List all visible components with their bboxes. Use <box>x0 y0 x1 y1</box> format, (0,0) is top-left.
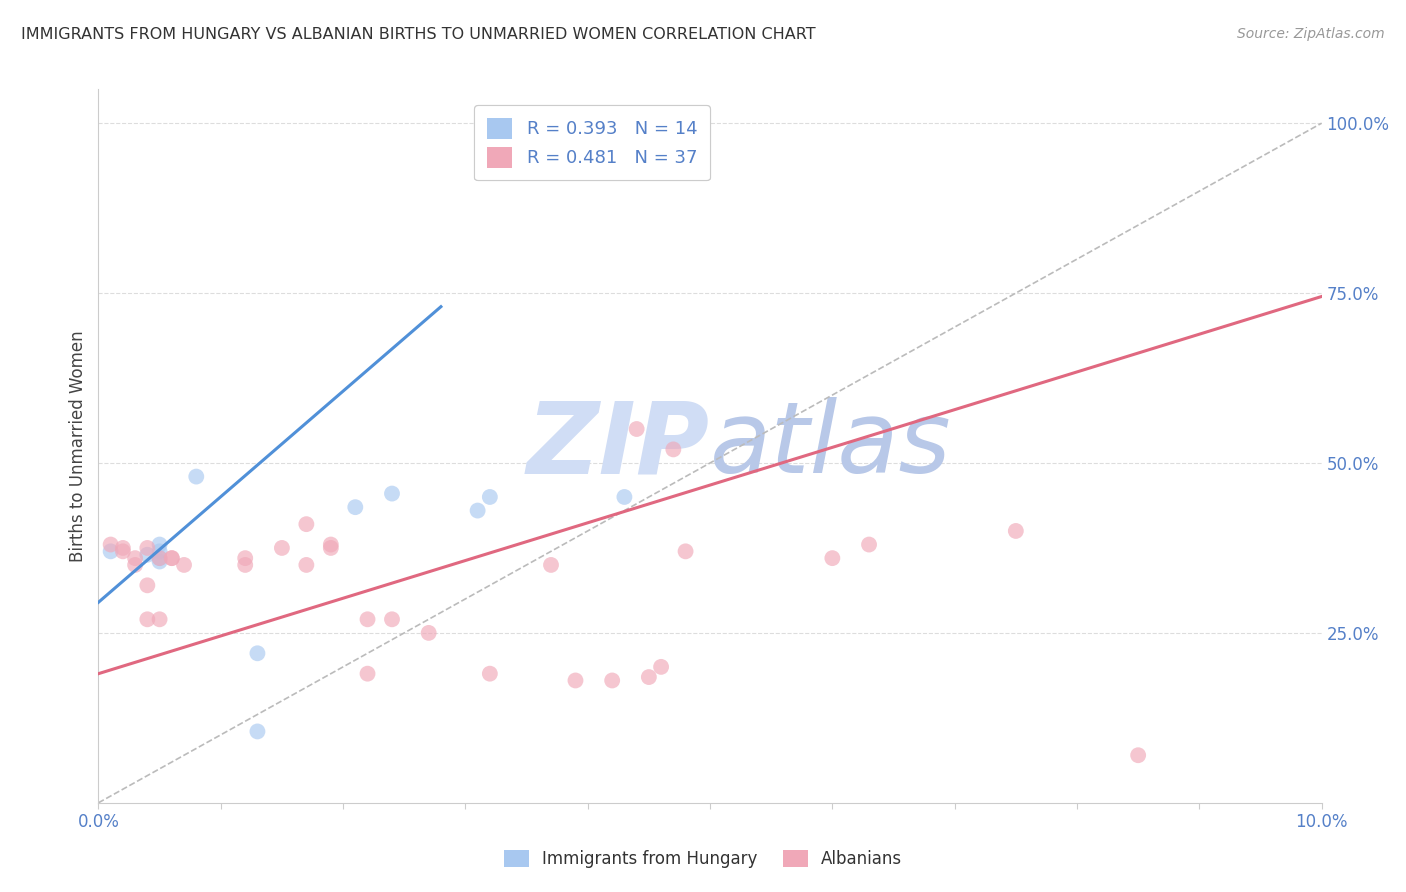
Point <box>821 551 844 566</box>
Point <box>600 673 623 688</box>
Point <box>149 537 172 551</box>
Point <box>295 517 318 532</box>
Point <box>344 500 367 515</box>
Point <box>111 541 134 555</box>
Point <box>564 673 586 688</box>
Point <box>381 486 404 500</box>
Point <box>613 490 636 504</box>
Point <box>246 646 269 660</box>
Point <box>662 442 685 457</box>
Legend: R = 0.393   N = 14, R = 0.481   N = 37: R = 0.393 N = 14, R = 0.481 N = 37 <box>474 105 710 180</box>
Point <box>136 548 159 562</box>
Point <box>356 666 378 681</box>
Point <box>149 551 172 566</box>
Point <box>1004 524 1026 538</box>
Point <box>160 551 183 566</box>
Point <box>650 660 672 674</box>
Point <box>160 551 183 566</box>
Point <box>233 558 256 572</box>
Text: atlas: atlas <box>710 398 952 494</box>
Point <box>478 490 501 504</box>
Point <box>149 612 172 626</box>
Point <box>381 612 404 626</box>
Y-axis label: Births to Unmarried Women: Births to Unmarried Women <box>69 330 87 562</box>
Point <box>100 537 122 551</box>
Point <box>149 551 172 566</box>
Point <box>478 666 501 681</box>
Point <box>418 626 440 640</box>
Point <box>136 541 159 555</box>
Point <box>124 551 146 566</box>
Point <box>540 558 562 572</box>
Point <box>100 544 122 558</box>
Point <box>675 544 697 558</box>
Point <box>246 724 269 739</box>
Point <box>295 558 318 572</box>
Point <box>858 537 880 551</box>
Point <box>233 551 256 566</box>
Point <box>136 612 159 626</box>
Point <box>356 612 378 626</box>
Text: IMMIGRANTS FROM HUNGARY VS ALBANIAN BIRTHS TO UNMARRIED WOMEN CORRELATION CHART: IMMIGRANTS FROM HUNGARY VS ALBANIAN BIRT… <box>21 27 815 42</box>
Text: ZIP: ZIP <box>527 398 710 494</box>
Point <box>173 558 195 572</box>
Point <box>124 558 146 572</box>
Legend: Immigrants from Hungary, Albanians: Immigrants from Hungary, Albanians <box>498 843 908 875</box>
Point <box>136 578 159 592</box>
Text: Source: ZipAtlas.com: Source: ZipAtlas.com <box>1237 27 1385 41</box>
Point <box>270 541 292 555</box>
Point <box>1128 748 1150 763</box>
Point <box>319 537 342 551</box>
Point <box>149 555 172 569</box>
Point <box>637 670 661 684</box>
Point <box>186 469 208 483</box>
Point <box>467 503 489 517</box>
Point <box>626 422 648 436</box>
Point <box>149 544 172 558</box>
Point <box>111 544 134 558</box>
Point <box>319 541 342 555</box>
